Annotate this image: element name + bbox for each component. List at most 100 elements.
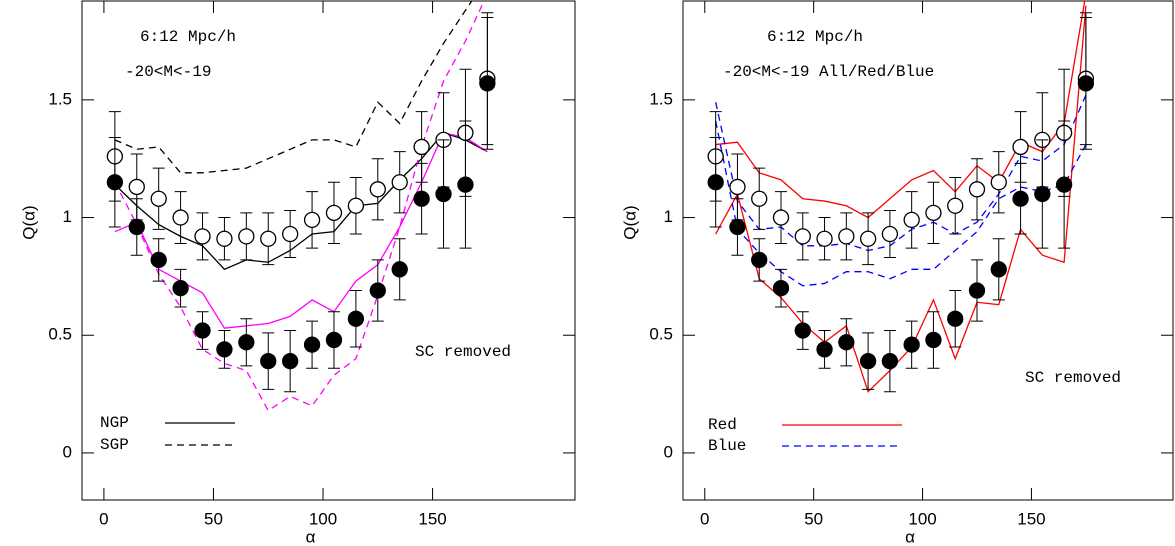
marker — [925, 204, 942, 221]
annotation: 6:12 Mpc/h — [767, 28, 863, 46]
marker — [413, 190, 430, 207]
line — [114, 132, 488, 329]
x-tick-label: 150 — [418, 509, 446, 528]
marker — [881, 225, 899, 243]
marker — [990, 174, 1007, 191]
marker — [238, 228, 255, 245]
marker — [413, 138, 430, 156]
x-tick-label: 0 — [700, 509, 709, 528]
marker — [260, 230, 277, 247]
marker — [391, 174, 408, 191]
marker — [903, 211, 920, 229]
marker — [1034, 185, 1051, 203]
marker — [947, 197, 964, 214]
y-axis-label: Q(α) — [19, 205, 38, 239]
plot-area — [106, 1, 496, 412]
marker — [282, 352, 299, 370]
marker — [347, 197, 365, 214]
marker — [172, 209, 189, 226]
marker — [859, 230, 877, 247]
annotation: 6:12 Mpc/h — [140, 28, 236, 46]
line — [715, 120, 1087, 287]
marker — [325, 331, 343, 349]
marker — [194, 322, 211, 339]
marker — [347, 310, 365, 327]
marker — [106, 174, 124, 191]
marker — [457, 176, 474, 193]
marker — [729, 218, 746, 236]
legend-label: Red — [708, 416, 737, 434]
y-tick-label: 0 — [63, 442, 72, 461]
x-axis-label: α — [306, 527, 316, 546]
y-tick-label: 0.5 — [649, 325, 673, 344]
x-tick-label: 100 — [908, 509, 936, 528]
line — [114, 132, 488, 271]
marker — [194, 228, 211, 245]
legend-label: Blue — [708, 437, 746, 455]
x-tick-label: 0 — [99, 509, 108, 528]
marker — [1077, 75, 1095, 92]
marker — [282, 225, 299, 243]
marker — [751, 251, 768, 269]
line — [114, 1, 473, 174]
marker — [772, 280, 790, 297]
marker — [1012, 138, 1029, 156]
marker — [947, 310, 964, 327]
marker — [751, 190, 768, 207]
x-tick-label: 50 — [204, 509, 223, 528]
legend-label: NGP — [100, 414, 129, 432]
x-tick-label: 150 — [1017, 509, 1045, 528]
marker — [838, 334, 855, 351]
legend-label: SGP — [100, 436, 129, 454]
marker — [859, 352, 877, 370]
marker — [325, 204, 343, 221]
marker — [150, 251, 167, 269]
marker — [216, 230, 233, 247]
marker — [1012, 190, 1029, 207]
marker — [303, 211, 321, 229]
marker — [238, 334, 255, 351]
plot-area — [707, 1, 1095, 393]
marker — [150, 190, 167, 207]
plot-frame — [81, 0, 576, 501]
marker — [881, 352, 899, 370]
annotation: SC removed — [415, 343, 511, 361]
marker — [968, 282, 986, 299]
marker — [925, 331, 942, 349]
marker — [729, 178, 746, 196]
line — [114, 1, 485, 412]
marker — [435, 185, 452, 203]
panel: 0 50 100 150 0 0.5 1 1.5 α Q(α) 6:12 Mpc/h -20<M<-1… — [19, 0, 576, 546]
annotation: SC removed — [1025, 369, 1121, 387]
y-tick-label: 0.5 — [48, 325, 72, 344]
marker — [794, 322, 811, 339]
marker — [128, 178, 145, 196]
marker — [128, 218, 145, 236]
marker — [794, 228, 811, 245]
annotation: -20<M<-19 — [125, 63, 211, 81]
marker — [172, 280, 189, 297]
marker — [391, 261, 408, 278]
y-axis-label: Q(α) — [620, 205, 639, 239]
marker — [369, 181, 386, 198]
panel: 0 50 100 150 0 0.5 1 1.5 α Q(α) 6:12 Mpc/h -20<M<-1… — [620, 0, 1174, 546]
marker — [479, 75, 496, 92]
marker — [968, 181, 986, 198]
marker — [816, 341, 833, 358]
marker — [772, 209, 790, 226]
marker — [1055, 176, 1073, 193]
y-tick-label: 0 — [664, 442, 673, 461]
line — [715, 94, 1087, 252]
y-tick-label: 1 — [664, 207, 673, 226]
x-tick-label: 100 — [309, 509, 337, 528]
annotation: -20<M<-19 All/Red/Blue — [723, 63, 934, 81]
marker — [903, 336, 920, 353]
marker — [990, 261, 1007, 278]
marker — [303, 336, 321, 353]
marker — [707, 174, 724, 191]
marker — [216, 341, 233, 358]
marker — [838, 228, 855, 245]
y-tick-label: 1.5 — [649, 89, 673, 108]
marker — [260, 352, 277, 370]
